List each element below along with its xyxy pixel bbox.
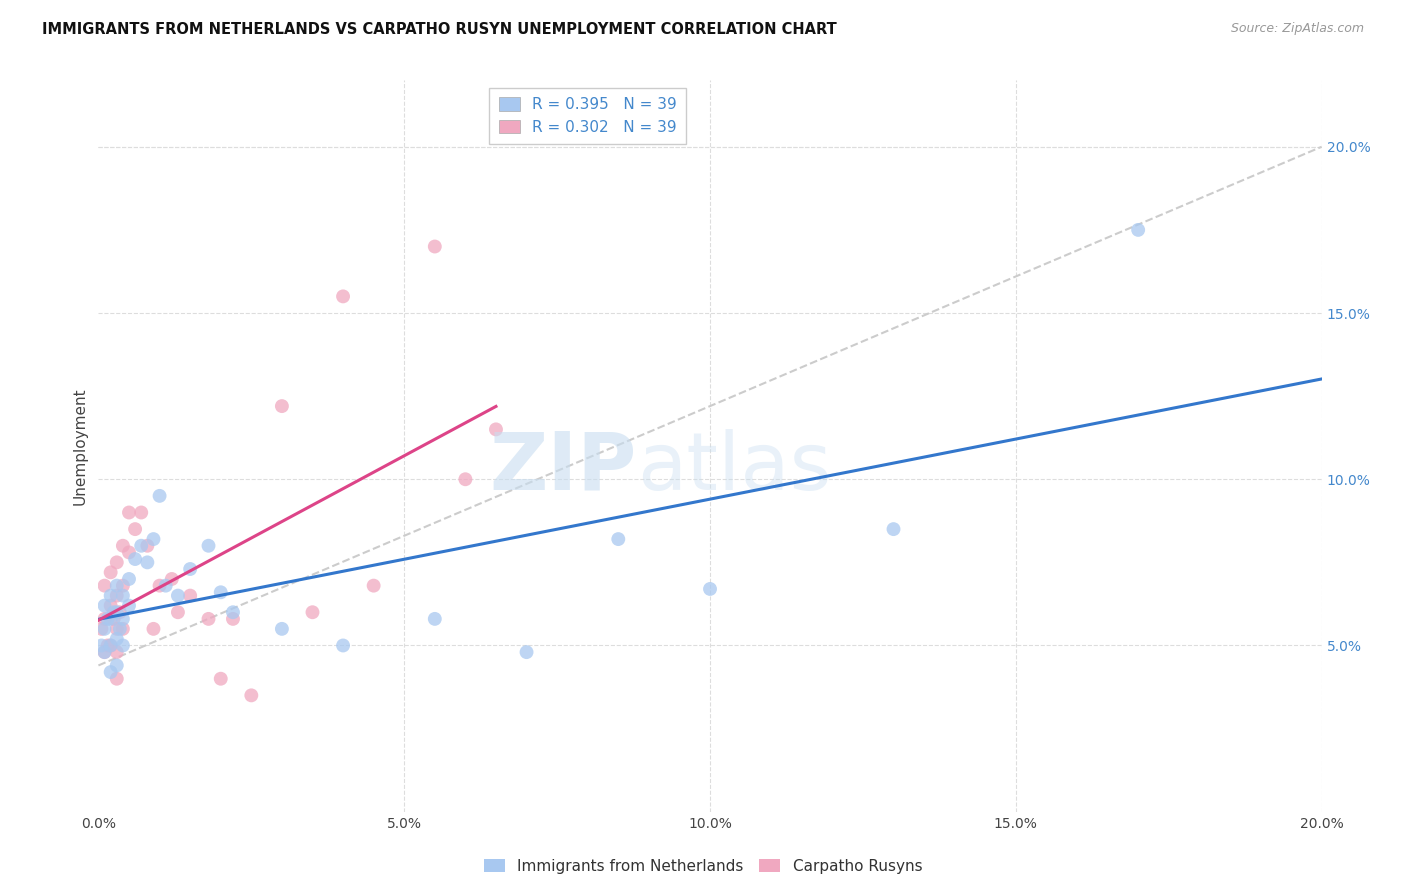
Point (222, 612, 245, 626)
Point (142, 532, 165, 546)
Point (1128, 223, 1150, 237)
Text: atlas: atlas (637, 429, 831, 507)
Point (118, 599, 141, 613)
Point (100, 612, 122, 626)
Point (105, 555, 128, 569)
Point (149, 579, 172, 593)
Point (105, 645, 128, 659)
Point (149, 489, 172, 503)
Point (124, 552, 146, 566)
Point (270, 622, 292, 636)
Point (105, 622, 128, 636)
Point (90, 622, 112, 636)
Point (607, 532, 630, 546)
Legend: R = 0.395   N = 39, R = 0.302   N = 39: R = 0.395 N = 39, R = 0.302 N = 39 (489, 88, 686, 144)
Point (100, 566, 122, 580)
Point (142, 622, 165, 636)
Point (136, 539, 159, 553)
Point (454, 472, 477, 486)
Point (93, 645, 115, 659)
Point (197, 539, 219, 553)
Point (105, 589, 128, 603)
Point (699, 582, 721, 596)
Point (100, 665, 122, 679)
Point (100, 589, 122, 603)
Point (883, 522, 905, 536)
Point (129, 506, 152, 520)
Point (167, 589, 190, 603)
Point (105, 672, 128, 686)
Point (100, 599, 122, 613)
Text: IMMIGRANTS FROM NETHERLANDS VS CARPATHO RUSYN UNEMPLOYMENT CORRELATION CHART: IMMIGRANTS FROM NETHERLANDS VS CARPATHO … (42, 22, 837, 37)
Point (100, 639, 122, 653)
Point (124, 522, 146, 536)
Point (209, 585, 232, 599)
Point (270, 399, 292, 413)
Text: Source: ZipAtlas.com: Source: ZipAtlas.com (1230, 22, 1364, 36)
Point (118, 506, 141, 520)
Point (155, 579, 177, 593)
Point (93, 645, 115, 659)
Point (160, 572, 183, 586)
Point (423, 612, 446, 626)
Point (111, 539, 134, 553)
Point (105, 658, 128, 673)
Legend: Immigrants from Netherlands, Carpatho Rusyns: Immigrants from Netherlands, Carpatho Ru… (478, 853, 928, 880)
Point (136, 555, 159, 569)
Point (93, 599, 115, 613)
Y-axis label: Unemployment: Unemployment (72, 387, 87, 505)
Point (90, 639, 112, 653)
Point (97, 639, 120, 653)
Point (240, 689, 263, 703)
Point (222, 605, 245, 619)
Point (93, 612, 115, 626)
Point (103, 605, 125, 619)
Point (423, 239, 446, 253)
Point (332, 639, 354, 653)
Point (105, 632, 128, 646)
Point (485, 422, 508, 436)
Point (111, 589, 134, 603)
Point (197, 612, 219, 626)
Point (111, 612, 134, 626)
Point (103, 612, 125, 626)
Point (108, 605, 131, 619)
Point (118, 545, 141, 559)
Point (100, 639, 122, 653)
Point (97, 612, 120, 626)
Point (179, 589, 201, 603)
Point (118, 572, 141, 586)
Point (93, 622, 115, 636)
Point (111, 622, 134, 636)
Point (332, 289, 354, 303)
Point (105, 605, 128, 619)
Point (129, 539, 152, 553)
Point (105, 579, 128, 593)
Text: ZIP: ZIP (489, 429, 637, 507)
Point (167, 605, 190, 619)
Point (301, 605, 323, 619)
Point (108, 622, 131, 636)
Point (179, 562, 201, 576)
Point (363, 579, 385, 593)
Point (111, 639, 134, 653)
Point (111, 579, 134, 593)
Point (516, 645, 538, 659)
Point (93, 579, 115, 593)
Point (209, 672, 232, 686)
